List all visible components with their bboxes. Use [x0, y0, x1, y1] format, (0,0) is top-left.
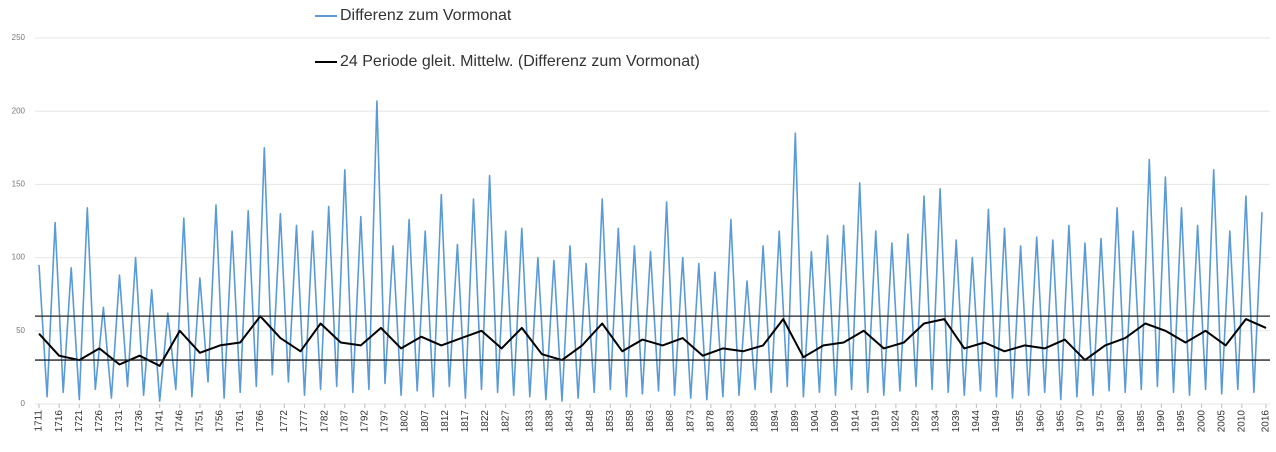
x-tick-label: 1894 [770, 410, 781, 433]
x-tick-label: 1980 [1116, 410, 1127, 433]
x-tick-label: 1929 [911, 410, 922, 433]
x-tick-label: 1934 [931, 410, 942, 433]
x-tick-label: 1736 [134, 410, 145, 433]
x-tick-label: 1939 [951, 410, 962, 433]
x-tick-label: 1868 [665, 410, 676, 433]
x-tick-label: 1904 [810, 410, 821, 433]
x-tick-label: 2005 [1216, 410, 1227, 433]
x-tick-label: 1975 [1096, 410, 1107, 433]
x-tick-label: 1853 [605, 410, 616, 433]
x-tick-label: 1741 [154, 410, 165, 433]
x-tick-label: 1797 [380, 410, 391, 433]
x-tick-label: 1812 [440, 410, 451, 433]
y-tick-label: 50 [16, 326, 25, 335]
x-tick-label: 1833 [524, 410, 535, 433]
x-tick-label: 1848 [585, 410, 596, 433]
x-tick-label: 1899 [790, 410, 801, 433]
x-tick-label: 1965 [1055, 410, 1066, 433]
x-tick-label: 1990 [1156, 410, 1167, 433]
x-tick-label: 1838 [545, 410, 556, 433]
x-tick-label: 1955 [1015, 410, 1026, 433]
x-tick-label: 1731 [114, 410, 125, 433]
x-tick-label: 1777 [299, 410, 310, 433]
x-tick-label: 1914 [850, 410, 861, 433]
x-tick-label: 1807 [420, 410, 431, 433]
x-tick-label: 1843 [565, 410, 576, 433]
x-tick-label: 1919 [870, 410, 881, 433]
x-tick-label: 1787 [339, 410, 350, 433]
x-tick-label: 1924 [891, 410, 902, 433]
y-tick-label: 0 [21, 399, 26, 408]
x-tick-label: 1873 [685, 410, 696, 433]
x-tick-label: 1970 [1076, 410, 1087, 433]
x-tick-label: 1792 [360, 410, 371, 433]
legend-label: Differenz zum Vormonat [340, 7, 512, 24]
x-tick-label: 1863 [645, 410, 656, 433]
x-tick-label: 2010 [1236, 410, 1247, 433]
x-tick-label: 1827 [500, 410, 511, 433]
x-tick-label: 1766 [255, 410, 266, 433]
x-tick-label: 1751 [195, 410, 206, 433]
x-tick-label: 1883 [726, 410, 737, 433]
x-tick-label: 1721 [74, 410, 85, 433]
y-tick-label: 100 [12, 253, 26, 262]
x-tick-label: 1995 [1176, 410, 1187, 433]
y-tick-label: 250 [12, 33, 26, 42]
x-tick-label: 1802 [400, 410, 411, 433]
x-tick-label: 1822 [480, 410, 491, 433]
x-tick-label: 1909 [830, 410, 841, 433]
x-tick-label: 2016 [1261, 410, 1272, 433]
x-tick-label: 1761 [235, 410, 246, 433]
x-tick-label: 1889 [750, 410, 761, 433]
x-tick-label: 2000 [1196, 410, 1207, 433]
x-tick-label: 1756 [215, 410, 226, 433]
x-tick-label: 1985 [1136, 410, 1147, 433]
x-tick-label: 1782 [319, 410, 330, 433]
x-tick-label: 1858 [625, 410, 636, 433]
x-tick-label: 1878 [705, 410, 716, 433]
x-tick-label: 1960 [1035, 410, 1046, 433]
x-tick-label: 1746 [174, 410, 185, 433]
x-tick-label: 1949 [991, 410, 1002, 433]
series-line [38, 100, 1263, 402]
y-tick-label: 200 [12, 106, 26, 115]
legend-label: 24 Periode gleit. Mittelw. (Differenz zu… [340, 53, 700, 70]
x-tick-label: 1726 [94, 410, 105, 433]
x-tick-label: 1817 [460, 410, 471, 433]
y-tick-label: 150 [12, 180, 26, 189]
x-tick-label: 1716 [54, 410, 65, 433]
x-tick-label: 1772 [279, 410, 290, 433]
x-tick-label: 1944 [971, 410, 982, 433]
x-tick-label: 1711 [34, 410, 45, 432]
series-line [38, 315, 1267, 367]
